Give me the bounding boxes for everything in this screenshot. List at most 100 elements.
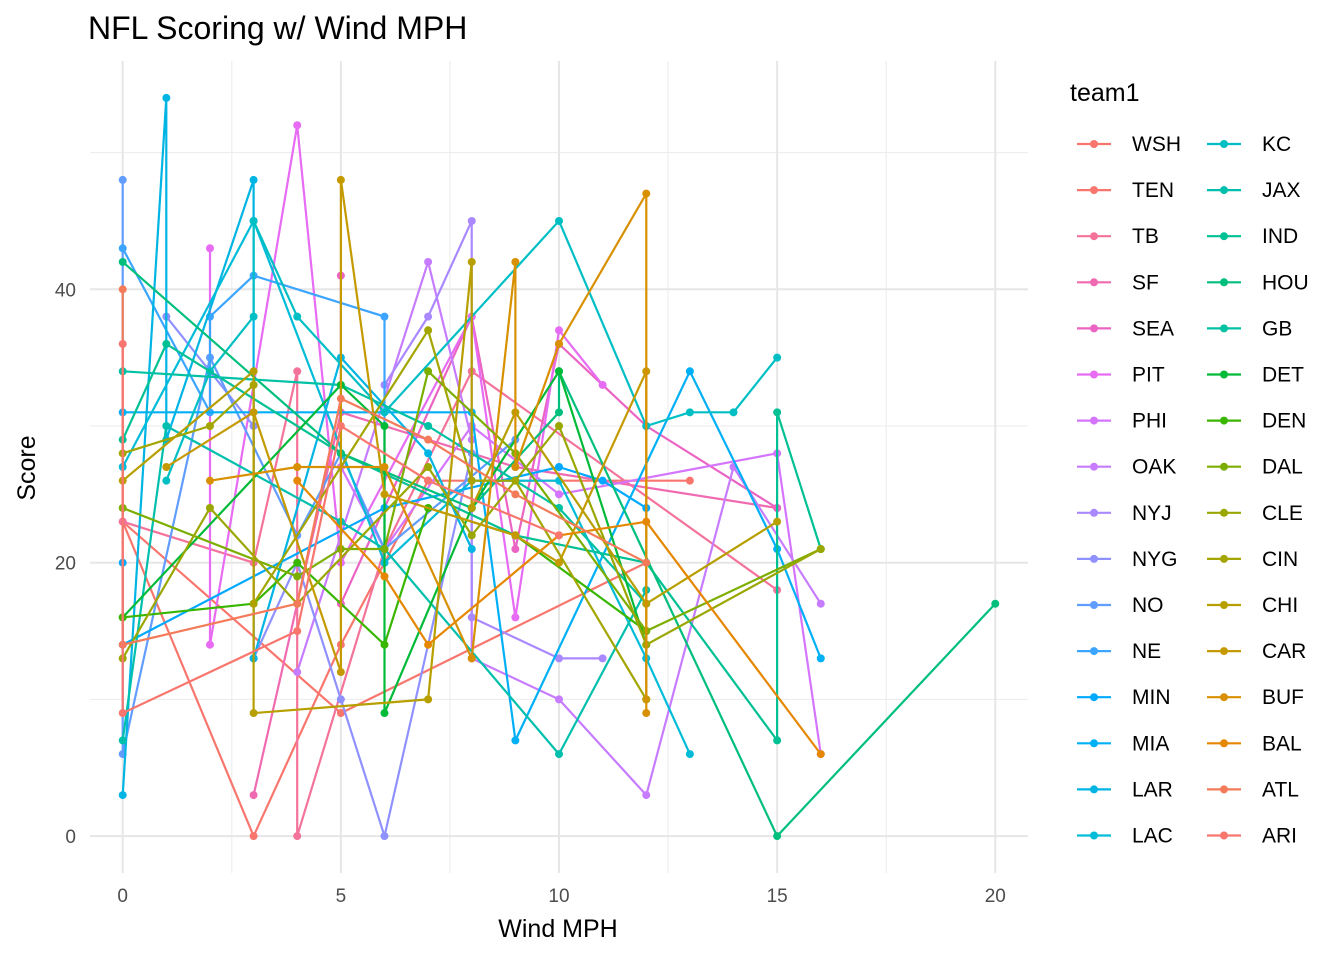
legend-key-point (1090, 186, 1098, 195)
data-point (598, 654, 607, 663)
x-axis-title: Wind MPH (498, 915, 617, 943)
legend-key-point (1090, 739, 1098, 748)
data-point (511, 545, 520, 554)
series-lac (118, 216, 694, 759)
series-line (121, 424, 822, 659)
data-point (467, 654, 476, 663)
data-point (380, 572, 389, 581)
data-point (205, 504, 214, 513)
data-point (773, 832, 782, 841)
legend-key-point (1090, 416, 1098, 425)
data-point (249, 832, 258, 841)
data-point (249, 367, 258, 376)
legend-item-dal: DAL (1207, 456, 1303, 479)
series-pit (205, 121, 607, 649)
legend-item-lar: LAR (1077, 778, 1173, 801)
y-axis-title: Score (13, 435, 41, 500)
data-point (773, 408, 782, 417)
legend-key-point (1090, 508, 1098, 517)
data-point (598, 380, 607, 389)
data-point (424, 640, 433, 649)
data-point (336, 668, 345, 677)
x-tick-label: 20 (985, 886, 1006, 907)
data-point (424, 312, 433, 321)
legend-label: HOU (1262, 271, 1309, 294)
data-point (511, 531, 520, 540)
legend-item-lac: LAC (1077, 825, 1173, 848)
legend-label: MIA (1132, 732, 1169, 755)
data-point (642, 189, 651, 198)
legend-label: KC (1262, 133, 1291, 156)
data-point (380, 709, 389, 718)
data-point (118, 709, 127, 718)
data-point (118, 791, 127, 800)
legend-label: WSH (1132, 133, 1181, 156)
legend-item-no: NO (1077, 594, 1164, 617)
x-tick-label: 5 (336, 886, 347, 907)
x-tick-label: 15 (767, 886, 788, 907)
legend-item-kc: KC (1207, 133, 1291, 156)
data-point (685, 367, 694, 376)
legend-label: CIN (1262, 548, 1298, 571)
series-layer (118, 93, 1000, 841)
series-line (121, 342, 822, 742)
data-point (467, 531, 476, 540)
data-point (555, 216, 563, 225)
legend-item-nyj: NYJ (1077, 502, 1172, 525)
data-point (555, 463, 563, 471)
data-point (555, 339, 563, 348)
legend-item-min: MIN (1077, 686, 1171, 709)
legend-key-point (1220, 601, 1228, 609)
legend-item-phi: PHI (1077, 410, 1167, 433)
data-point (467, 504, 476, 513)
legend-key-point (1090, 324, 1098, 333)
data-point (118, 244, 127, 253)
data-point (336, 421, 345, 430)
data-point (555, 421, 563, 430)
data-point (511, 736, 520, 745)
legend-label: BUF (1262, 686, 1304, 709)
y-tick-label: 20 (55, 554, 76, 575)
legend-label: GB (1262, 317, 1292, 340)
data-point (293, 121, 302, 130)
data-point (293, 463, 302, 471)
series-kc (162, 216, 782, 485)
data-point (424, 367, 433, 376)
data-point (511, 490, 520, 499)
data-point (336, 695, 345, 704)
legend-item-ari: ARI (1207, 825, 1297, 848)
legend-key-point (1090, 693, 1098, 702)
legend-key-point (1090, 370, 1098, 379)
legend-item-den: DEN (1207, 410, 1306, 433)
legend-label: SEA (1132, 317, 1174, 340)
data-point (555, 326, 563, 335)
legend-item-cle: CLE (1207, 502, 1303, 525)
data-point (685, 476, 694, 485)
data-point (162, 476, 171, 485)
legend-item-sea: SEA (1077, 317, 1174, 340)
data-point (380, 463, 389, 471)
legend-label: ATL (1262, 778, 1299, 801)
data-point (249, 709, 258, 718)
data-point (293, 668, 302, 677)
legend-label: DET (1262, 364, 1304, 387)
data-point (293, 627, 302, 636)
legend-key-point (1220, 370, 1228, 379)
data-point (205, 476, 214, 485)
legend-label: NYJ (1132, 502, 1172, 525)
legend-label: CHI (1262, 594, 1298, 617)
series-line (383, 219, 603, 660)
legend-key-point (1090, 647, 1098, 656)
data-point (773, 736, 782, 745)
legend-item-hou: HOU (1207, 271, 1309, 294)
data-point (162, 93, 171, 102)
legend-key-point (1090, 278, 1098, 287)
data-point (293, 832, 302, 841)
legend-item-bal: BAL (1207, 732, 1302, 755)
data-point (642, 791, 651, 800)
data-point (380, 640, 389, 649)
axes: 0 5 10 15 20 0 20 40 (55, 280, 1006, 907)
legend-key-point (1220, 647, 1228, 656)
data-point (555, 367, 563, 376)
data-point (162, 463, 171, 471)
